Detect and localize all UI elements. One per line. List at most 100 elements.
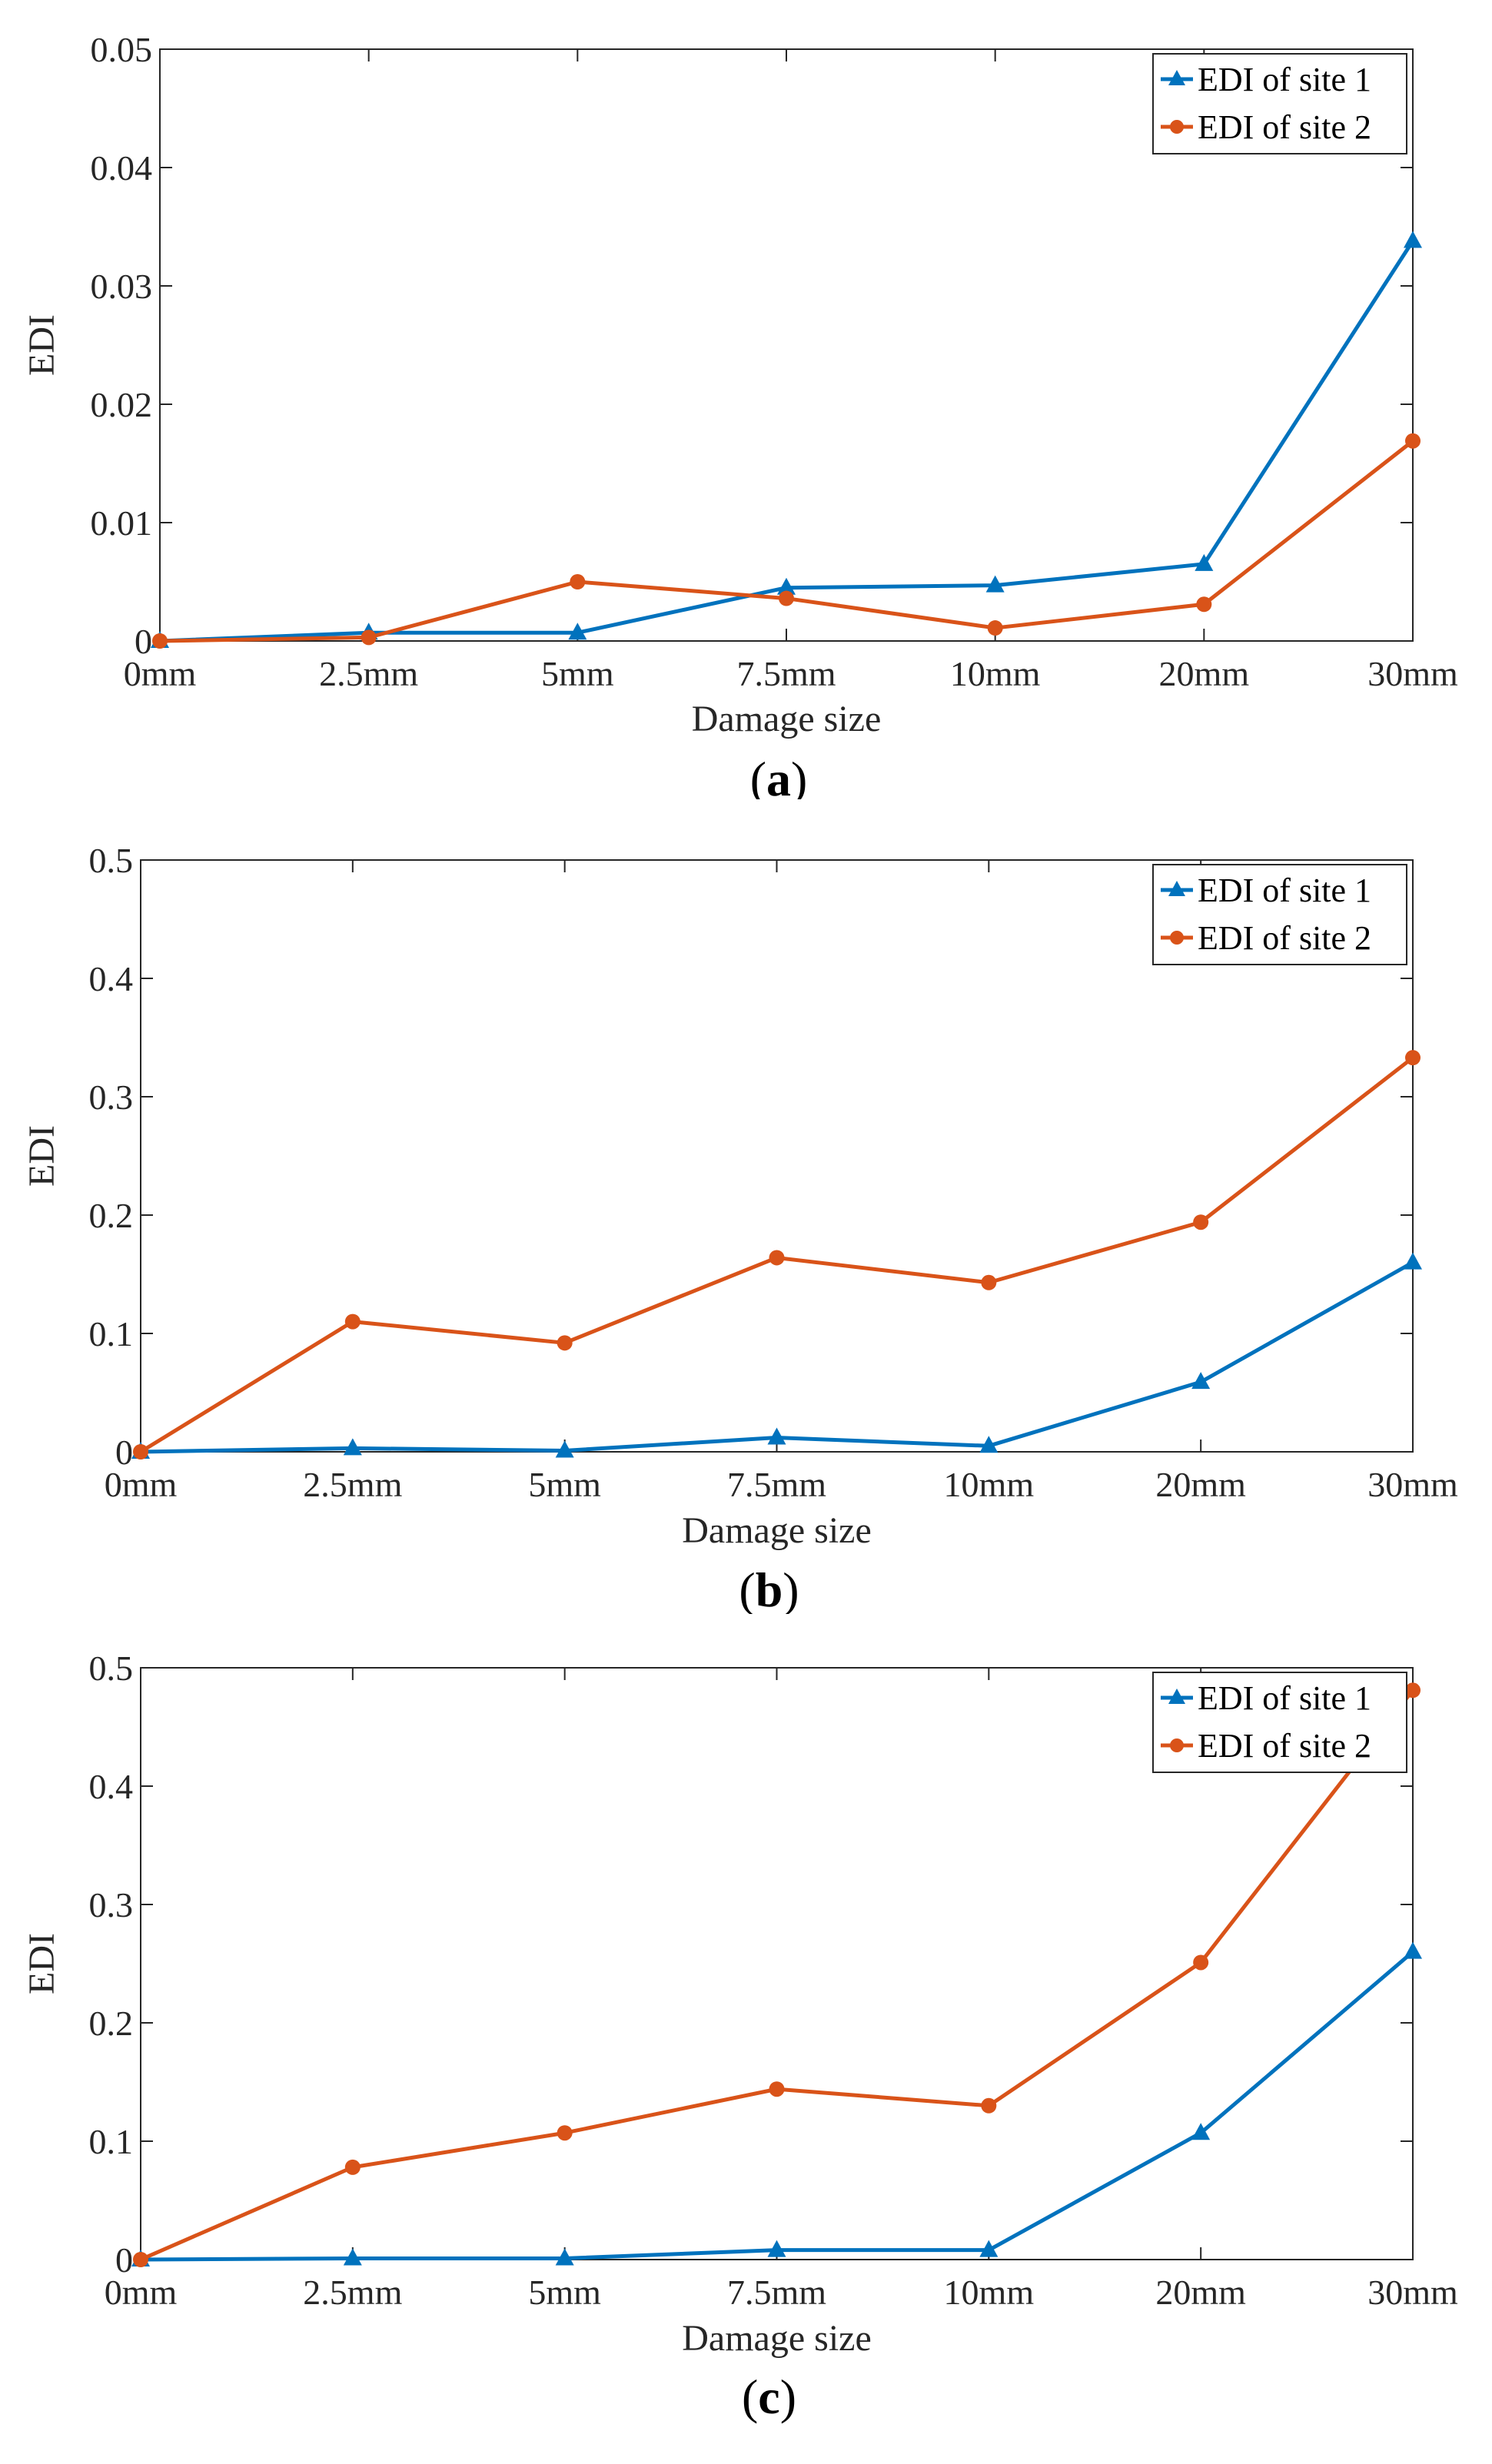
y-tick-label: 0.03 — [91, 267, 153, 306]
legend-label-1: EDI of site 1 — [1198, 1679, 1371, 1717]
legend-label-1: EDI of site 1 — [1198, 872, 1371, 909]
chart-panel-a: 0 0.01 0.02 0.03 0.04 0.05 0mm 2.5mm 5mm 7.5mm 10m… — [0, 0, 1492, 799]
data-point-series-1 — [979, 2240, 999, 2257]
legend-marker-2 — [1170, 931, 1184, 945]
data-point-series-1 — [1195, 553, 1214, 571]
y-tick-label: 0.5 — [89, 841, 134, 880]
data-point-series-1 — [1191, 2123, 1211, 2140]
chart-panel-c: 0 0.1 0.2 0.3 0.4 0.5 0mm 2.5mm 5mm 7.5mm 10mm 20mm… — [0, 1614, 1492, 2464]
legend-marker-2 — [1170, 1738, 1184, 1752]
legend-marker-1 — [1168, 70, 1185, 85]
y-tick-label: 0.5 — [89, 1649, 134, 1688]
y-tick-label: 0.2 — [89, 1196, 134, 1235]
x-tick-label: 10mm — [950, 654, 1041, 693]
y-tick-label: 0 — [115, 2240, 133, 2280]
data-point-series-2 — [1196, 596, 1212, 613]
panel-label: (b) — [739, 1562, 799, 1614]
x-tick-label: 0mm — [124, 654, 197, 693]
data-point-series-2 — [981, 1274, 997, 1290]
y-tick-label: 0 — [115, 1433, 133, 1472]
legend — [1152, 864, 1407, 965]
data-point-series-2 — [1193, 1214, 1209, 1230]
data-point-series-2 — [981, 2097, 997, 2114]
y-tick-label: 0.1 — [89, 2122, 134, 2161]
y-tick-label: 0.3 — [89, 1885, 134, 1924]
legend-label-2: EDI of site 2 — [1198, 919, 1371, 957]
data-point-series-2 — [344, 2159, 361, 2175]
data-point-series-1 — [568, 623, 587, 640]
x-tick-label: 2.5mm — [303, 1465, 402, 1504]
x-tick-label: 20mm — [1155, 2273, 1246, 2312]
data-point-series-2 — [344, 1313, 361, 1330]
data-point-series-2 — [1193, 1954, 1209, 1971]
data-point-series-1 — [1191, 1372, 1211, 1390]
x-tick-label: 10mm — [944, 1465, 1035, 1504]
data-point-series-1 — [1404, 1252, 1422, 1270]
data-point-series-2 — [987, 620, 1003, 636]
data-point-series-1 — [555, 1440, 574, 1458]
x-tick-label: 30mm — [1367, 2273, 1458, 2312]
legend — [1152, 1672, 1407, 1773]
x-tick-label: 30mm — [1367, 1465, 1458, 1504]
panel-label: (c) — [742, 2369, 796, 2424]
data-point-series-2 — [1405, 1050, 1421, 1066]
x-tick-label: 5mm — [528, 2273, 601, 2312]
y-tick-label: 0.02 — [91, 385, 153, 424]
data-point-series-1 — [767, 1427, 786, 1445]
x-tick-label: 7.5mm — [727, 2273, 826, 2312]
data-point-series-1 — [767, 2240, 786, 2257]
chart-svg: 0 0.01 0.02 0.03 0.04 0.05 0mm 2.5mm 5mm 7.5mm 10m… — [22, 30, 1458, 799]
x-tick-label: 7.5mm — [727, 1465, 826, 1504]
legend-marker-2 — [1170, 120, 1184, 134]
data-point-series-1 — [777, 577, 796, 595]
data-point-series-2 — [779, 590, 794, 606]
y-tick-label: 0.04 — [91, 148, 153, 188]
data-point-series-1 — [343, 2248, 362, 2266]
y-tick-label: 0.1 — [89, 1314, 134, 1353]
y-axis-title: EDI — [22, 314, 62, 376]
data-point-series-2 — [557, 1335, 573, 1351]
data-point-series-2 — [152, 633, 168, 649]
data-point-series-2 — [557, 2125, 573, 2141]
x-tick-label: 2.5mm — [303, 2273, 402, 2312]
data-point-series-2 — [570, 574, 586, 589]
legend-marker-1 — [1168, 1689, 1185, 1704]
x-tick-label: 20mm — [1159, 654, 1250, 693]
x-axis-title: Damage size — [692, 699, 882, 739]
y-axis-title: EDI — [22, 1933, 62, 1994]
data-point-series-2 — [361, 629, 377, 646]
chart-panel-b: 0 0.1 0.2 0.3 0.4 0.5 0mm 2.5mm 5mm 7.5mm 10mm 20mm… — [0, 807, 1492, 1614]
x-tick-label: 30mm — [1367, 654, 1458, 693]
y-tick-label: 0.01 — [91, 503, 153, 543]
data-point-series-1 — [555, 2248, 574, 2266]
data-point-series-2 — [133, 1444, 148, 1459]
x-tick-label: 7.5mm — [736, 654, 836, 693]
legend-label-2: EDI of site 2 — [1198, 1727, 1371, 1765]
chart-svg: 0 0.1 0.2 0.3 0.4 0.5 0mm 2.5mm 5mm 7.5mm 10mm 20mm… — [22, 841, 1458, 1614]
data-point-series-2 — [769, 2081, 785, 2097]
x-tick-label: 20mm — [1155, 1465, 1246, 1504]
legend — [1152, 53, 1407, 154]
data-point-series-1 — [979, 1436, 999, 1453]
data-point-series-1 — [985, 575, 1005, 593]
legend-label-1: EDI of site 1 — [1198, 61, 1371, 98]
x-tick-label: 5mm — [528, 1465, 601, 1504]
legend-label-2: EDI of site 2 — [1198, 108, 1371, 146]
y-tick-label: 0.4 — [89, 1767, 134, 1806]
x-tick-label: 0mm — [105, 2273, 178, 2312]
data-point-series-1 — [1404, 231, 1422, 248]
x-tick-label: 0mm — [105, 1465, 178, 1504]
x-axis-title: Damage size — [682, 2318, 872, 2359]
data-point-series-1 — [1404, 1941, 1422, 1959]
legend-marker-1 — [1168, 881, 1185, 896]
data-point-series-2 — [1405, 433, 1421, 449]
data-point-series-1 — [343, 1438, 362, 1456]
x-tick-label: 2.5mm — [319, 654, 418, 693]
y-tick-label: 0 — [135, 622, 152, 661]
y-tick-label: 0.2 — [89, 2004, 134, 2043]
y-tick-label: 0.3 — [89, 1078, 134, 1117]
data-point-series-2 — [133, 2252, 148, 2267]
data-point-series-2 — [769, 1250, 785, 1266]
x-tick-label: 5mm — [541, 654, 614, 693]
y-axis-title: EDI — [22, 1125, 62, 1187]
